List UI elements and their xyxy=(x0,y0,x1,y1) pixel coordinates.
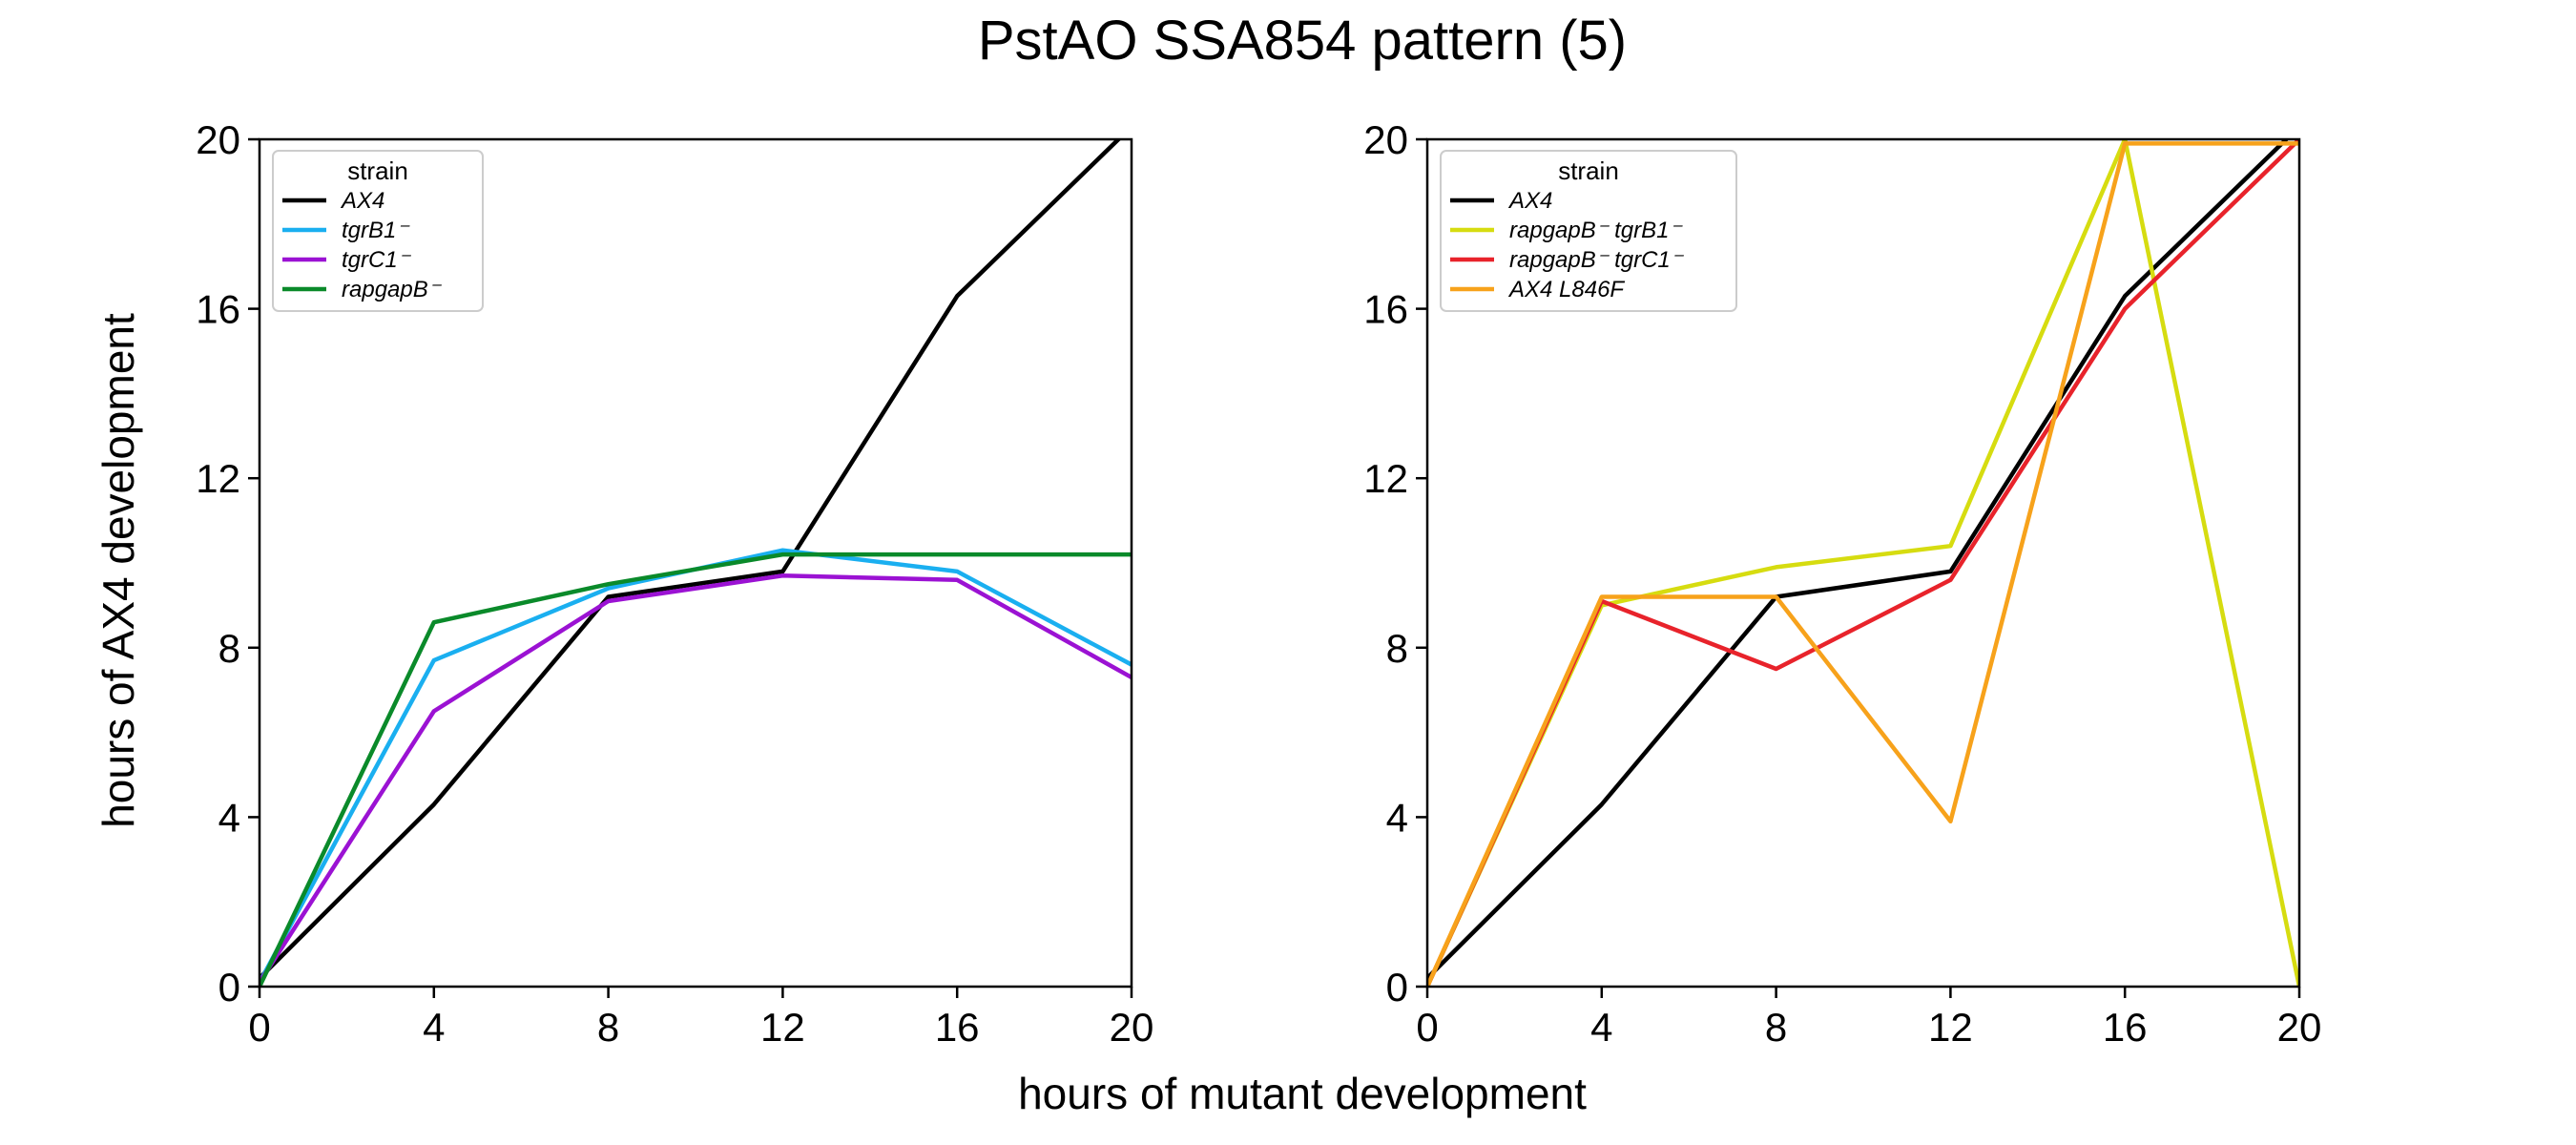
left-y-tick-label: 4 xyxy=(218,795,240,840)
y-axis-label: hours of AX4 development xyxy=(93,313,143,828)
right-y-tick-label: 0 xyxy=(1386,965,1408,1010)
left-chart-panel: 0 4 8 12 16 20 0 4 8 12 16 20 strain AX4 tgrB1⁻ tgrC1⁻ r… xyxy=(196,117,1153,1050)
left-y-tick-label: 16 xyxy=(196,287,240,332)
right-series-line-0 xyxy=(1427,139,2290,980)
right-y-tick-label: 4 xyxy=(1386,795,1408,840)
left-x-tick-label: 0 xyxy=(248,1005,270,1050)
left-legend-label-0: AX4 xyxy=(340,188,384,214)
left-x-tick-label: 4 xyxy=(423,1005,445,1050)
x-axis-label: hours of mutant development xyxy=(1018,1069,1587,1118)
left-legend-label-3: rapgapB⁻ xyxy=(342,277,443,302)
left-x-tick-label: 12 xyxy=(760,1005,805,1050)
right-y-tick-label: 16 xyxy=(1363,287,1408,332)
right-x-tick-label: 0 xyxy=(1416,1005,1438,1050)
left-legend-label-2: tgrC1⁻ xyxy=(342,247,412,273)
left-legend-box xyxy=(272,150,484,312)
right-x-tick-label: 4 xyxy=(1590,1005,1612,1050)
right-legend-title: strain xyxy=(1558,156,1619,185)
figure-title: PstAO SSA854 pattern (5) xyxy=(978,10,1627,72)
left-series-line-3 xyxy=(260,552,1132,987)
right-legend-label-3: AX4 L846F xyxy=(1507,277,1625,302)
right-y-tick-label: 20 xyxy=(1363,117,1408,162)
right-x-tick-label: 16 xyxy=(2103,1005,2148,1050)
left-series-line-2 xyxy=(260,573,1132,984)
right-x-tick-label: 8 xyxy=(1765,1005,1787,1050)
right-legend-label-0: AX4 xyxy=(1507,188,1552,214)
right-legend-box xyxy=(1440,150,1737,312)
right-y-tick-label: 12 xyxy=(1363,456,1408,501)
right-x-tick-label: 12 xyxy=(1928,1005,1973,1050)
right-axes-frame xyxy=(1425,137,2301,989)
left-x-tick-label: 20 xyxy=(1110,1005,1154,1050)
left-x-tick-label: 8 xyxy=(597,1005,619,1050)
left-legend-title: strain xyxy=(347,156,408,185)
right-y-tick-label: 8 xyxy=(1386,626,1408,671)
left-legend-label-1: tgrB1⁻ xyxy=(342,218,410,243)
right-x-tick-label: 20 xyxy=(2277,1005,2322,1050)
right-legend-label-1: rapgapB⁻ tgrB1⁻ xyxy=(1509,218,1683,243)
left-series-line-0 xyxy=(260,139,1122,980)
right-series-line-3 xyxy=(1427,141,2299,987)
left-legend: strain AX4 tgrB1⁻ tgrC1⁻ rapgapB⁻ xyxy=(272,150,484,312)
left-y-tick-label: 12 xyxy=(196,456,240,501)
left-series-line-1 xyxy=(260,548,1132,984)
left-y-tick-label: 0 xyxy=(218,965,240,1010)
right-legend-label-2: rapgapB⁻ tgrC1⁻ xyxy=(1509,247,1685,273)
left-axes-frame xyxy=(258,137,1133,989)
left-y-tick-label: 20 xyxy=(196,117,240,162)
left-x-tick-label: 16 xyxy=(935,1005,980,1050)
left-y-tick-label: 8 xyxy=(218,626,240,671)
